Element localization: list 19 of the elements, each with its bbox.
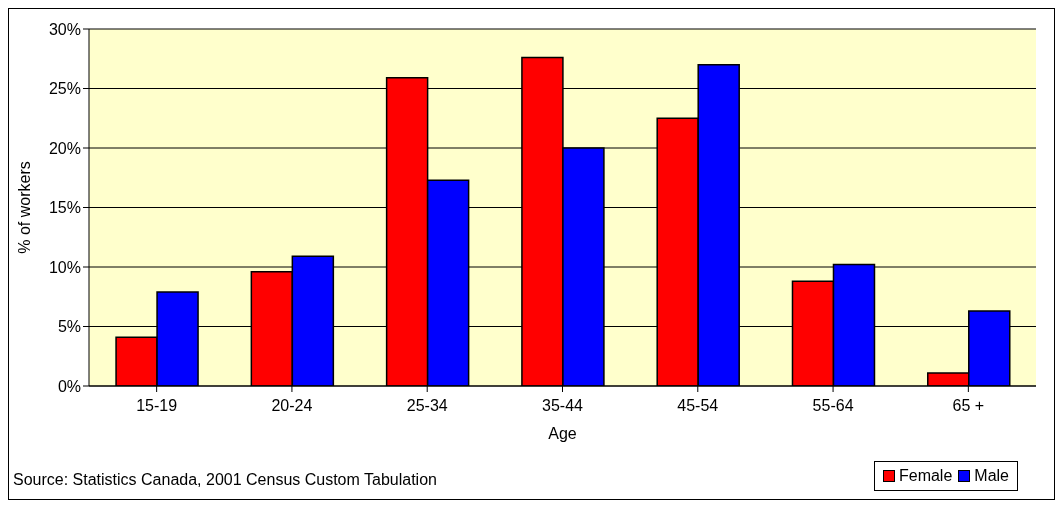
x-tick-label: 20-24 <box>271 397 313 415</box>
x-axis-title: Age <box>548 425 577 442</box>
y-tick-label: 10% <box>48 258 81 276</box>
y-tick-label: 25% <box>48 80 81 98</box>
y-axis-title: % of workers <box>15 161 33 254</box>
x-tick-label: 15-19 <box>136 397 178 415</box>
y-tick-label: 5% <box>57 318 81 336</box>
x-tick-label: 35-44 <box>542 397 584 415</box>
x-tick-label: 45-54 <box>677 397 719 415</box>
x-tick-label: 55-64 <box>812 397 854 415</box>
y-tick-label: 0% <box>57 377 81 395</box>
y-tick-label: 15% <box>48 199 81 217</box>
x-tick-label: 25-34 <box>406 397 448 415</box>
y-tick-label: 30% <box>48 20 81 38</box>
legend-label: Female <box>897 467 953 485</box>
y-tick-label: 20% <box>48 139 81 157</box>
legend-label: Male <box>973 467 1009 485</box>
source-note: Source: Statistics Canada, 2001 Census Custom Tabulation <box>13 471 437 489</box>
x-tick-label: 65 + <box>952 397 985 415</box>
